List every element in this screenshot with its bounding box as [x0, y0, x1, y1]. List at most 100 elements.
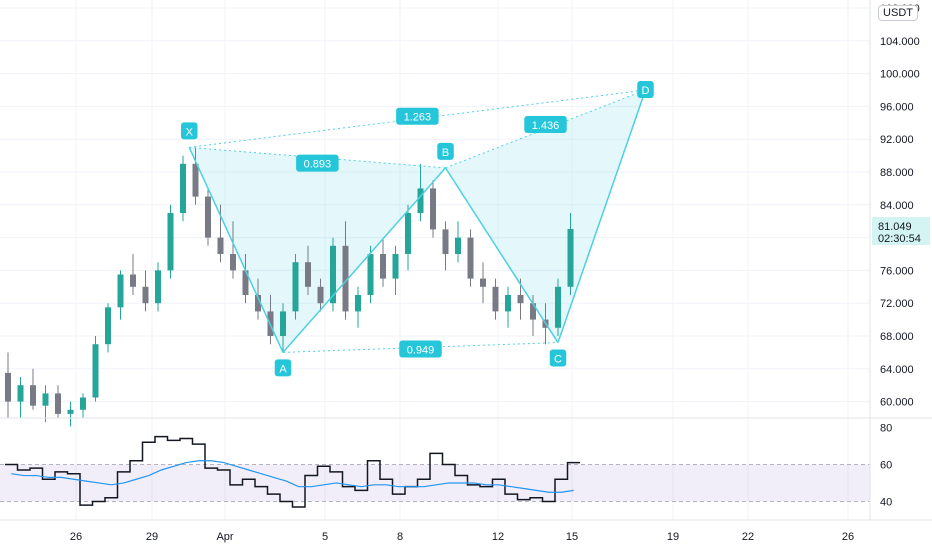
candle-body — [167, 213, 174, 271]
candle-body — [492, 286, 499, 312]
y-tick-label: 76.000 — [880, 265, 914, 277]
candle-body — [430, 188, 436, 230]
candle-body — [317, 286, 324, 304]
ratio-label-xd: 1.263 — [396, 107, 439, 125]
candle-body — [80, 397, 86, 410]
point-label-b: B — [437, 142, 454, 160]
grid — [0, 0, 870, 520]
pattern-ratio-line — [445, 89, 646, 169]
y-tick-label: 92.000 — [880, 134, 914, 146]
candle-body — [5, 372, 11, 402]
ratio-label-xb-text: 0.893 — [304, 159, 332, 171]
candle-body — [17, 385, 24, 402]
x-tick-label: 22 — [742, 531, 754, 543]
candle-body — [292, 262, 299, 312]
y-tick-label: 100.000 — [880, 69, 920, 81]
pattern-leg — [557, 89, 647, 343]
ratio-label-ac: 0.949 — [399, 340, 442, 358]
y-tick-label: 72.000 — [880, 298, 914, 310]
candle-body — [405, 213, 411, 254]
candle-body — [330, 245, 336, 304]
point-label-d: D — [637, 81, 654, 98]
candle-body — [280, 311, 286, 336]
candle-body — [42, 393, 49, 406]
candle-body — [205, 196, 211, 238]
candle-body — [180, 163, 186, 213]
harmonic-pattern-lines — [188, 89, 647, 353]
ratio-label-xb: 0.893 — [296, 154, 339, 172]
candle-body — [192, 163, 199, 197]
x-tick-label: 26 — [842, 531, 854, 543]
candle-body — [530, 303, 536, 320]
rsi-line — [5, 435, 580, 508]
x-tick-label: 29 — [146, 531, 158, 543]
y-tick-label: 84.000 — [880, 200, 914, 212]
x-tick-label: 5 — [322, 531, 328, 543]
x-tick-label: 8 — [397, 531, 403, 543]
candle-body — [455, 237, 461, 254]
point-label-d-text: D — [642, 85, 650, 97]
candle-body — [230, 254, 236, 271]
candle-body — [305, 262, 311, 287]
candle-body — [255, 295, 261, 312]
x-tick-label: 15 — [566, 531, 578, 543]
rsi-tick-label: 80 — [880, 422, 892, 434]
y-tick-label: 64.000 — [880, 364, 914, 376]
candle-body — [92, 344, 99, 398]
candle-body — [30, 385, 36, 406]
rsi-band — [0, 464, 870, 502]
pattern-labels: X A B C D 0.893 1.263 1.436 0.949 — [181, 81, 654, 377]
x-tick-label: 19 — [667, 531, 679, 543]
ratio-label-ac-text: 0.949 — [407, 344, 435, 356]
candle-body — [142, 286, 149, 304]
point-label-x: X — [181, 122, 198, 140]
candle-body — [367, 254, 374, 295]
candle-body — [417, 188, 424, 213]
pattern-ratio-line — [282, 342, 559, 353]
candle-body — [505, 295, 511, 312]
countdown: 02:30:54 — [878, 233, 921, 245]
y-tick-label: 60.000 — [880, 397, 914, 409]
ratio-label-xd-text: 1.263 — [404, 112, 432, 124]
point-label-a: A — [274, 359, 292, 377]
point-label-a-text: A — [279, 363, 287, 375]
candle-body — [55, 393, 61, 414]
point-label-b-text: B — [442, 147, 449, 159]
candle-body — [467, 237, 474, 279]
pattern-leg — [444, 167, 559, 343]
y-tick-label: 96.000 — [880, 101, 914, 113]
candle-body — [105, 307, 111, 345]
candle-body — [155, 270, 161, 304]
y-tick-label: 104.000 — [880, 36, 920, 48]
currency-badge[interactable]: USDT — [878, 5, 918, 21]
x-tick-label: 26 — [70, 531, 82, 543]
point-label-c-text: C — [554, 354, 562, 366]
pattern-leg — [188, 147, 284, 353]
rsi-pane — [0, 435, 870, 508]
candle-body — [380, 254, 386, 279]
x-tick-label: 12 — [492, 531, 504, 543]
candle-body — [355, 295, 361, 312]
pattern-ratio-line — [189, 89, 646, 148]
rsi-ma-line — [11, 460, 574, 493]
candle-body — [67, 409, 74, 414]
candle-body — [242, 270, 249, 295]
candle-body — [342, 245, 349, 312]
candle-body — [392, 254, 399, 279]
candle-body — [117, 274, 124, 308]
ratio-label-bd: 1.436 — [524, 115, 567, 133]
current-price: 81.049 — [878, 221, 912, 233]
x-tick-label: Apr — [216, 531, 233, 543]
candle-body — [567, 228, 574, 287]
pattern-triangle-xab — [189, 147, 446, 353]
candle-body — [480, 278, 486, 287]
pattern-leg — [282, 167, 447, 353]
y-tick-label: 88.000 — [880, 167, 914, 179]
rsi-tick-label: 40 — [880, 496, 892, 508]
harmonic-pattern[interactable] — [189, 90, 646, 353]
rsi-tick-label: 60 — [880, 459, 892, 471]
point-label-x-text: X — [186, 126, 194, 138]
